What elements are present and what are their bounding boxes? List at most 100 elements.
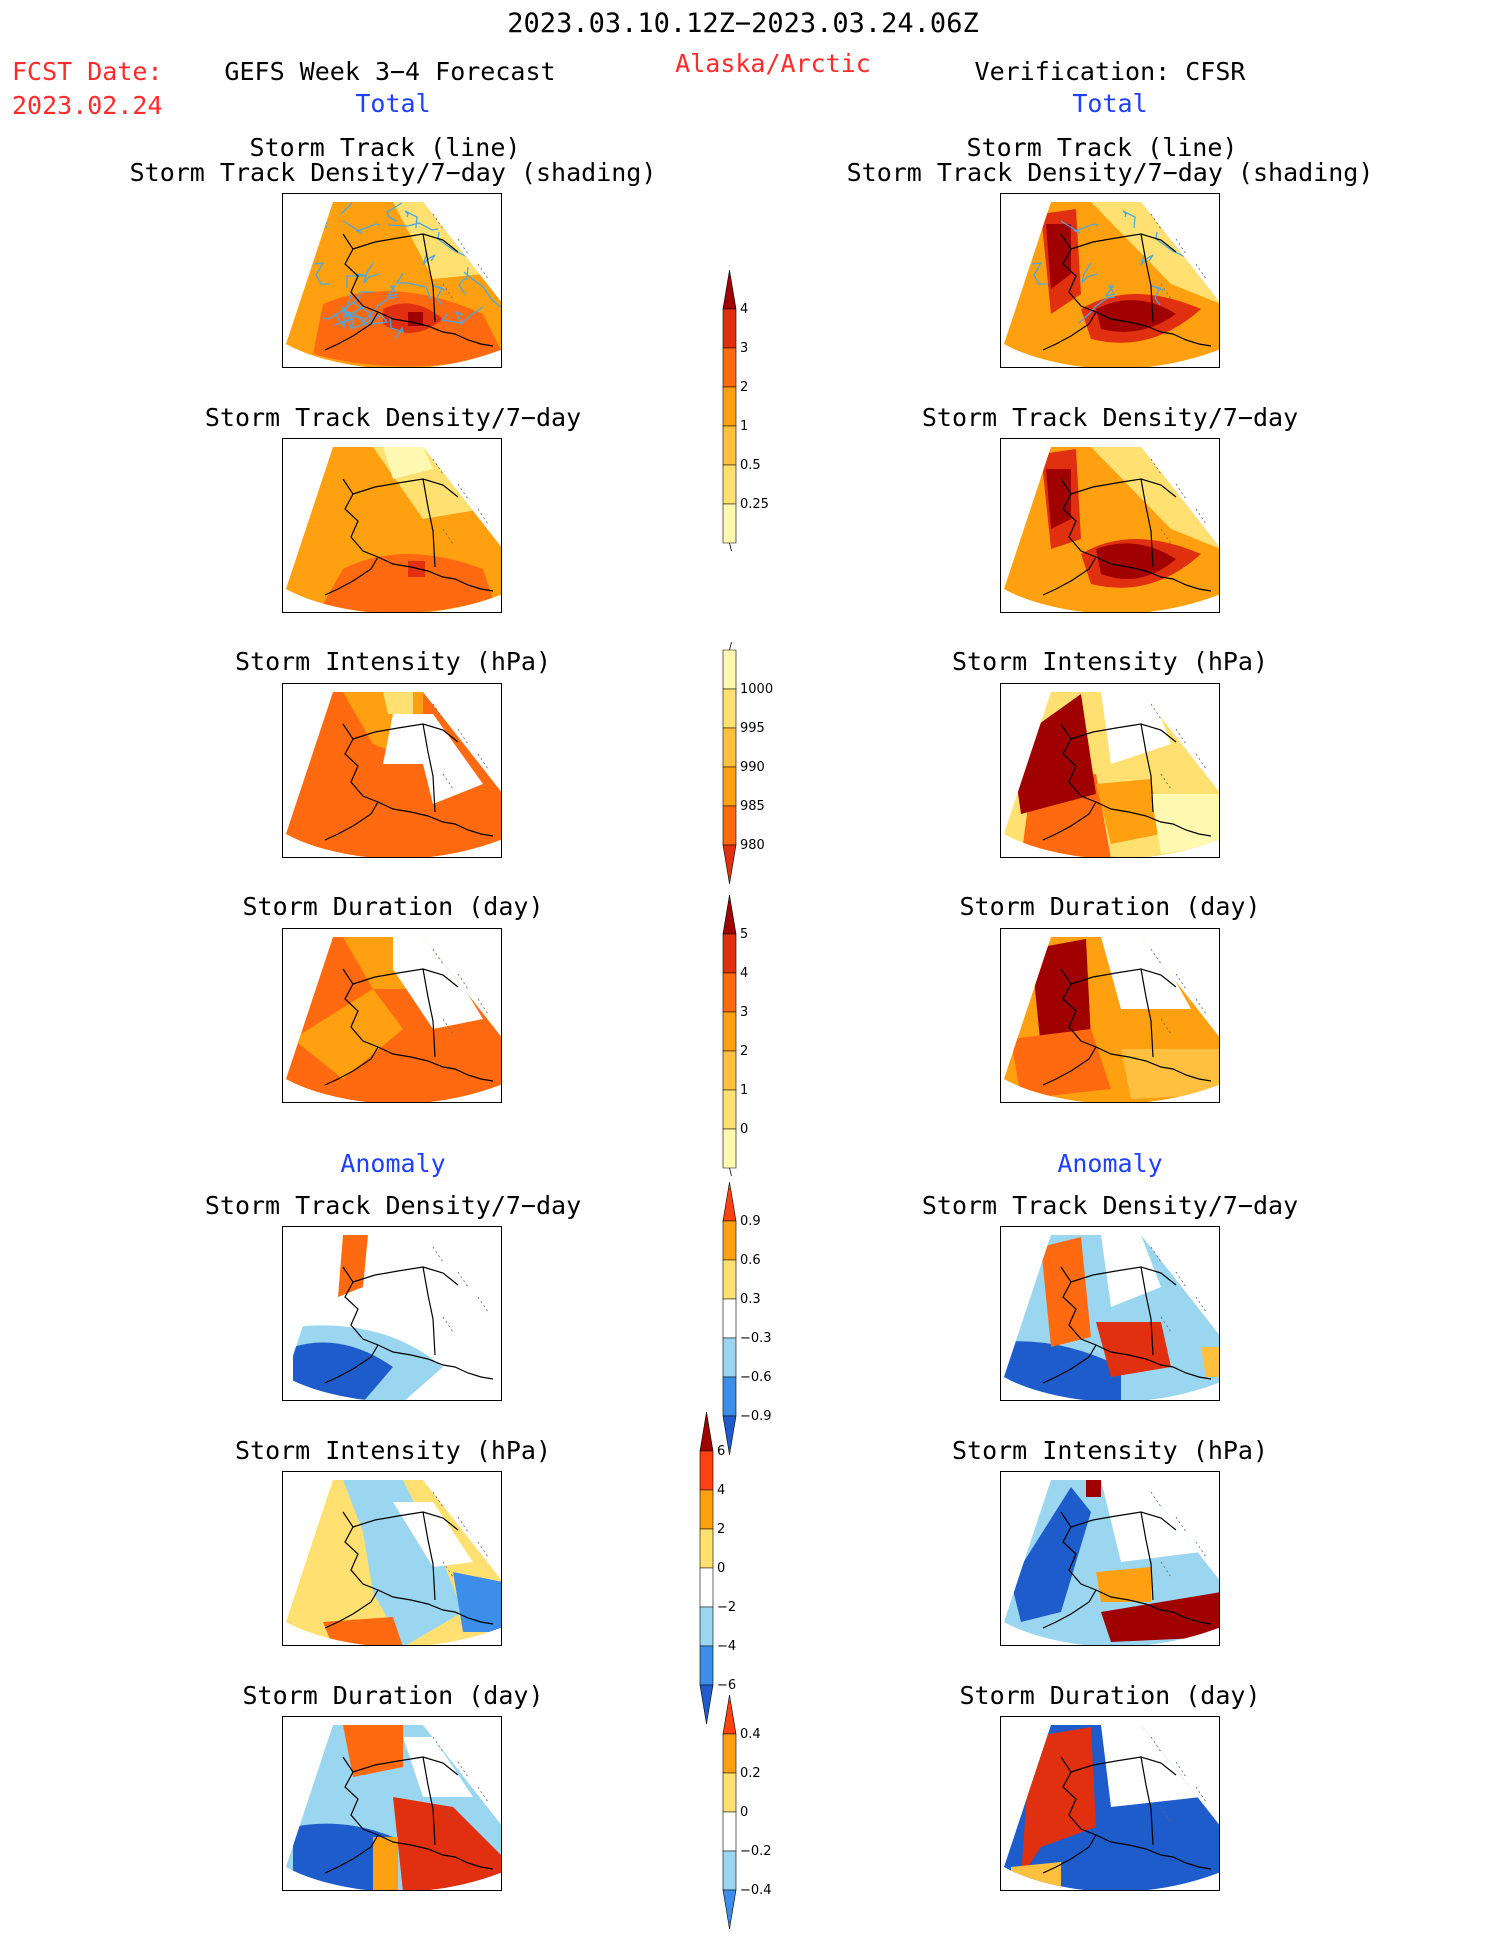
map-graphic bbox=[286, 937, 501, 1102]
map-graphic bbox=[1004, 937, 1219, 1102]
colorbar-tick-label: −0.2 bbox=[740, 1844, 772, 1859]
map-forecast-anom-density bbox=[282, 1226, 502, 1401]
verification-label: Verification: CFSR bbox=[974, 57, 1246, 86]
colorbar-density-anomaly: 0.9 0.6 0.3 −0.3 −0.6 −0.9 bbox=[722, 1177, 813, 1464]
colorbar-tick-label: −0.3 bbox=[740, 1331, 772, 1346]
colorbar-tick-label: −0.9 bbox=[740, 1409, 772, 1424]
colorbar-tick-label: 995 bbox=[740, 721, 765, 736]
colorbar-tick-label: 2 bbox=[740, 380, 748, 395]
map-verification-duration bbox=[1000, 928, 1220, 1103]
colorbar-tick-label: 4 bbox=[740, 966, 748, 981]
colorbar-tick-label: 3 bbox=[740, 1005, 748, 1020]
colorbar-tick-label: 0.4 bbox=[740, 1727, 761, 1742]
map-graphic bbox=[1004, 692, 1219, 857]
colorbar-tick-label: 0.25 bbox=[740, 497, 769, 512]
map-forecast-track bbox=[282, 193, 502, 368]
colorbar-tick-label: 980 bbox=[740, 838, 765, 853]
colorbar-graphic: 0.4 0.2 0 −0.2 −0.4 bbox=[722, 1694, 772, 1930]
map-verification-anom-duration bbox=[1000, 1716, 1220, 1891]
colorbar-tick-label: 2 bbox=[717, 1522, 725, 1537]
colorbar-duration-total: 5 4 3 2 1 0 bbox=[722, 890, 813, 1177]
left-track-line-title: Storm Track (line) bbox=[249, 133, 521, 162]
map-verification-track bbox=[1000, 193, 1220, 368]
colorbar-tick-label: 985 bbox=[740, 799, 765, 814]
left-anom-density-title: Storm Track Density/7−day bbox=[204, 1191, 582, 1220]
colorbar-tick-label: 4 bbox=[717, 1483, 725, 1498]
left-density-title: Storm Track Density/7−day bbox=[204, 403, 582, 432]
map-verification-anom-density bbox=[1000, 1226, 1220, 1401]
map-graphic bbox=[286, 1235, 501, 1400]
colorbar-tick-label: −0.4 bbox=[740, 1883, 772, 1898]
map-graphic bbox=[286, 447, 501, 612]
colorbar-graphic: 6 4 2 0 −2 −4 −6 bbox=[699, 1411, 736, 1725]
left-anom-duration-title: Storm Duration (day) bbox=[242, 1681, 544, 1710]
colorbar-tick-label: 0.6 bbox=[740, 1253, 761, 1268]
map-graphic bbox=[286, 692, 501, 857]
right-intensity-title: Storm Intensity (hPa) bbox=[951, 647, 1269, 676]
map-graphic bbox=[1004, 1480, 1219, 1645]
map-graphic bbox=[1004, 447, 1219, 612]
fcst-date-value: 2023.02.24 bbox=[12, 91, 163, 120]
colorbar-tick-label: 0.5 bbox=[740, 458, 761, 473]
map-verification-anom-intensity bbox=[1000, 1471, 1220, 1646]
forecast-title: GEFS Week 3−4 Forecast bbox=[224, 57, 556, 86]
colorbar-tick-label: 0.9 bbox=[740, 1214, 761, 1229]
map-graphic bbox=[286, 202, 501, 367]
right-anom-density-title: Storm Track Density/7−day bbox=[921, 1191, 1299, 1220]
map-forecast-density bbox=[282, 438, 502, 613]
left-track-shading-title: Storm Track Density/7−day (shading) bbox=[129, 158, 657, 187]
map-forecast-duration bbox=[282, 928, 502, 1103]
colorbar-tick-label: 2 bbox=[740, 1044, 748, 1059]
map-graphic bbox=[1004, 202, 1219, 367]
right-anom-duration-title: Storm Duration (day) bbox=[959, 1681, 1261, 1710]
map-graphic bbox=[286, 1725, 501, 1890]
colorbar-tick-label: 0.3 bbox=[740, 1292, 761, 1307]
colorbar-tick-label: −2 bbox=[717, 1600, 736, 1615]
map-verification-density bbox=[1000, 438, 1220, 613]
map-forecast-anom-intensity bbox=[282, 1471, 502, 1646]
right-anom-intensity-title: Storm Intensity (hPa) bbox=[951, 1436, 1269, 1465]
fcst-date-label: FCST Date: bbox=[12, 57, 163, 86]
colorbar-tick-label: 4 bbox=[740, 302, 748, 317]
colorbar-graphic: 1000 995 990 985 980 bbox=[722, 641, 773, 885]
left-anom-intensity-title: Storm Intensity (hPa) bbox=[234, 1436, 552, 1465]
map-verification-intensity bbox=[1000, 683, 1220, 858]
right-density-title: Storm Track Density/7−day bbox=[921, 403, 1299, 432]
colorbar-tick-label: −6 bbox=[717, 1678, 736, 1693]
left-intensity-title: Storm Intensity (hPa) bbox=[234, 647, 552, 676]
right-anomaly-label: Anomaly bbox=[1057, 1149, 1163, 1178]
right-duration-title: Storm Duration (day) bbox=[959, 892, 1261, 921]
colorbar-tick-label: 0 bbox=[740, 1805, 748, 1820]
colorbar-tick-label: 1 bbox=[740, 1083, 748, 1098]
colorbar-tick-label: 3 bbox=[740, 341, 748, 356]
right-track-shading-title: Storm Track Density/7−day (shading) bbox=[846, 158, 1374, 187]
colorbar-graphic: 0.9 0.6 0.3 −0.3 −0.6 −0.9 bbox=[722, 1181, 772, 1456]
colorbar-intensity-total: 1000 995 990 985 980 bbox=[722, 641, 813, 893]
colorbar-duration-anomaly: 0.4 0.2 0 −0.2 −0.4 bbox=[722, 1690, 813, 1938]
map-forecast-intensity bbox=[282, 683, 502, 858]
map-graphic bbox=[286, 1480, 501, 1645]
right-track-line-title: Storm Track (line) bbox=[966, 133, 1238, 162]
map-graphic bbox=[1004, 1235, 1219, 1400]
right-total-label: Total bbox=[1072, 89, 1148, 118]
colorbar-tick-label: 0.2 bbox=[740, 1766, 761, 1781]
map-graphic bbox=[1004, 1725, 1219, 1890]
colorbar-tick-label: −0.6 bbox=[740, 1370, 772, 1385]
colorbar-tick-label: 6 bbox=[717, 1444, 725, 1459]
colorbar-tick-label: 990 bbox=[740, 760, 765, 775]
colorbar-graphic: 4 3 2 1 0.5 0.25 bbox=[722, 269, 769, 552]
colorbar-density-total: 4 3 2 1 0.5 0.25 bbox=[722, 265, 813, 552]
date-range: 2023.03.10.12Z−2023.03.24.06Z bbox=[507, 8, 979, 39]
colorbar-tick-label: 5 bbox=[740, 927, 748, 942]
region-label: Alaska/Arctic bbox=[675, 49, 871, 78]
colorbar-graphic: 5 4 3 2 1 0 bbox=[722, 894, 748, 1177]
colorbar-intensity-anomaly: 6 4 2 0 −2 −4 −6 bbox=[699, 1407, 790, 1733]
colorbar-tick-label: 1 bbox=[740, 419, 748, 434]
left-duration-title: Storm Duration (day) bbox=[242, 892, 544, 921]
colorbar-tick-label: −4 bbox=[717, 1639, 736, 1654]
colorbar-tick-label: 0 bbox=[740, 1122, 748, 1137]
left-anomaly-label: Anomaly bbox=[340, 1149, 446, 1178]
colorbar-tick-label: 0 bbox=[717, 1561, 725, 1576]
left-total-label: Total bbox=[355, 89, 431, 118]
map-forecast-anom-duration bbox=[282, 1716, 502, 1891]
